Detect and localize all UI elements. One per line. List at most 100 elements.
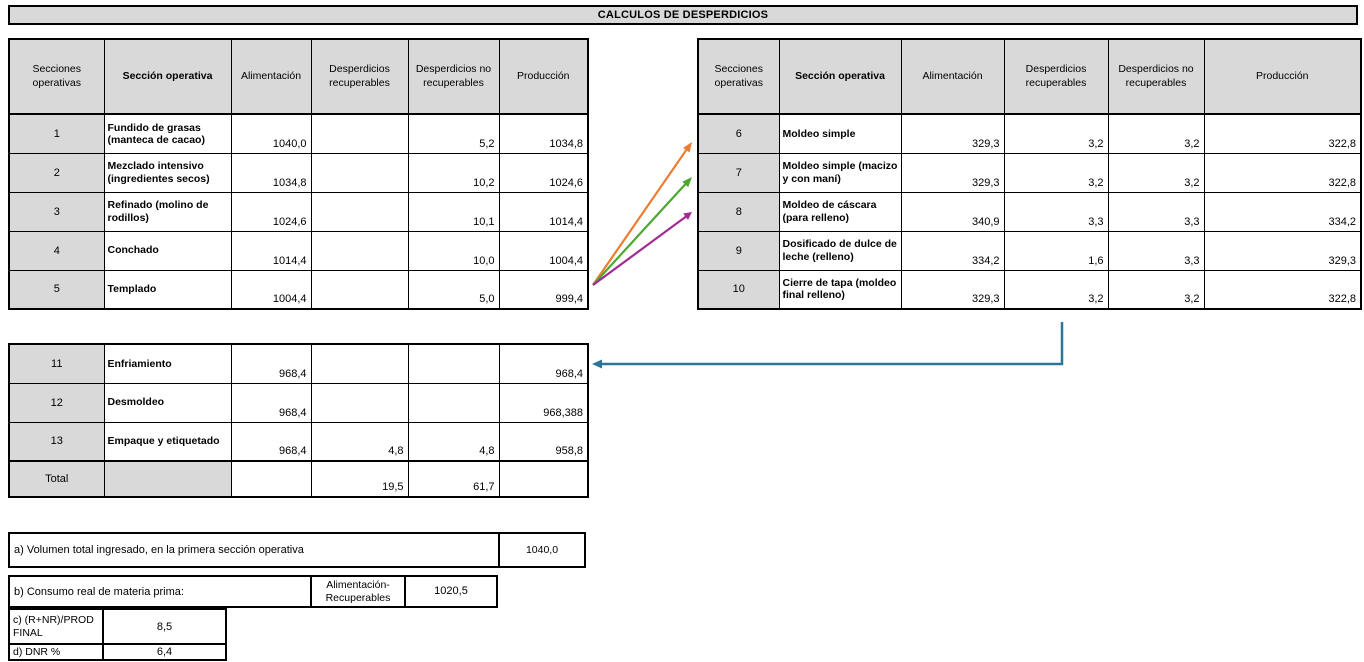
alimentacion-cell[interactable]: 1014,4 [230,230,312,271]
section-name-cell[interactable]: Mezclado intensivo (ingredientes secos) [103,152,232,193]
section-number-cell[interactable]: 3 [8,191,105,232]
section-number-cell[interactable]: 1 [8,113,105,154]
section-number-cell[interactable]: 11 [8,343,105,384]
produccion-cell[interactable]: 968,4 [498,343,589,384]
summary-d-label[interactable]: d) DNR % [10,645,104,659]
desperdicios-no-recuperables-cell[interactable]: 3,3 [1107,230,1205,271]
total-desperdicios-no-recuperables-cell[interactable]: 61,7 [407,460,500,498]
desperdicios-no-recuperables-cell[interactable]: 4,8 [407,421,500,462]
alimentacion-cell[interactable]: 968,4 [230,343,312,384]
section-number-cell[interactable]: 8 [697,191,780,232]
alimentacion-cell[interactable]: 329,3 [900,152,1005,193]
desperdicios-recuperables-cell[interactable] [310,113,409,154]
section-name-cell[interactable]: Conchado [103,230,232,271]
summary-b-value[interactable]: 1020,5 [404,577,496,606]
alimentacion-cell[interactable]: 1024,6 [230,191,312,232]
section-name-cell[interactable]: Moldeo simple [778,113,902,154]
alimentacion-cell[interactable]: 329,3 [900,113,1005,154]
section-number-cell[interactable]: 12 [8,382,105,423]
column-header-alimentacion[interactable]: Alimentación [230,38,312,115]
desperdicios-recuperables-cell[interactable]: 4,8 [310,421,409,462]
desperdicios-no-recuperables-cell[interactable]: 5,0 [407,269,500,310]
summary-c-value[interactable]: 8,5 [156,620,173,633]
section-name-cell[interactable]: Fundido de grasas (manteca de cacao) [103,113,232,154]
produccion-cell[interactable]: 322,8 [1203,152,1362,193]
alimentacion-cell[interactable]: 340,9 [900,191,1005,232]
sheet-title[interactable]: CALCULOS DE DESPERDICIOS [8,5,1358,25]
section-name-cell[interactable]: Empaque y etiquetado [103,421,232,462]
alimentacion-cell[interactable]: 334,2 [900,230,1005,271]
desperdicios-no-recuperables-cell[interactable]: 3,2 [1107,113,1205,154]
section-number-cell[interactable]: 6 [697,113,780,154]
alimentacion-cell[interactable]: 1034,8 [230,152,312,193]
column-header-secciones-operativas[interactable]: Secciones operativas [8,38,105,115]
produccion-cell[interactable]: 322,8 [1203,269,1362,310]
column-header-seccion-operativa[interactable]: Sección operativa [103,38,232,115]
section-name-cell[interactable]: Refinado (molino de rodillos) [103,191,232,232]
desperdicios-no-recuperables-cell[interactable]: 3,2 [1107,152,1205,193]
desperdicios-recuperables-cell[interactable] [310,191,409,232]
desperdicios-recuperables-cell[interactable]: 3,2 [1003,152,1109,193]
section-number-cell[interactable]: 9 [697,230,780,271]
column-header-alimentacion[interactable]: Alimentación [900,38,1005,115]
section-name-cell[interactable]: Moldeo de cáscara (para relleno) [778,191,902,232]
section-name-cell[interactable]: Cierre de tapa (moldeo final relleno) [778,269,902,310]
section-name-cell[interactable]: Dosificado de dulce de leche (relleno) [778,230,902,271]
column-header-desperdicios-recuperables[interactable]: Desperdicios recuperables [310,38,409,115]
produccion-cell[interactable]: 999,4 [498,269,589,310]
desperdicios-recuperables-cell[interactable] [310,343,409,384]
summary-c-label[interactable]: c) (R+NR)/PROD FINAL [10,610,104,643]
section-number-cell[interactable]: 13 [8,421,105,462]
section-number-cell[interactable]: 5 [8,269,105,310]
desperdicios-recuperables-cell[interactable]: 3,2 [1003,113,1109,154]
section-number-cell[interactable]: 4 [8,230,105,271]
total-produccion-cell[interactable] [498,460,589,498]
section-name-cell[interactable]: Moldeo simple (macizo y con maní) [778,152,902,193]
desperdicios-recuperables-cell[interactable] [310,382,409,423]
produccion-cell[interactable]: 329,3 [1203,230,1362,271]
produccion-cell[interactable]: 1034,8 [498,113,589,154]
section-name-cell[interactable]: Enfriamiento [103,343,232,384]
column-header-desperdicios-recuperables[interactable]: Desperdicios recuperables [1003,38,1109,115]
column-header-produccion[interactable]: Producción [1203,38,1362,115]
produccion-cell[interactable]: 968,388 [498,382,589,423]
column-header-desperdicios-no-recuperables[interactable]: Desperdicios no recuperables [1107,38,1205,115]
summary-d-value[interactable]: 6,4 [156,646,173,658]
desperdicios-no-recuperables-cell[interactable]: 3,2 [1107,269,1205,310]
desperdicios-no-recuperables-cell[interactable]: 3,3 [1107,191,1205,232]
produccion-cell[interactable]: 1024,6 [498,152,589,193]
total-alimentacion-cell[interactable] [230,460,312,498]
desperdicios-recuperables-cell[interactable]: 1,6 [1003,230,1109,271]
section-name-cell[interactable]: Templado [103,269,232,310]
summary-b-formula[interactable]: Alimentación-Recuperables [310,577,404,606]
desperdicios-no-recuperables-cell[interactable]: 10,0 [407,230,500,271]
summary-a-label[interactable]: a) Volumen total ingresado, en la primer… [14,544,304,556]
produccion-cell[interactable]: 1014,4 [498,191,589,232]
section-number-cell[interactable]: 7 [697,152,780,193]
alimentacion-cell[interactable]: 329,3 [900,269,1005,310]
desperdicios-recuperables-cell[interactable]: 3,3 [1003,191,1109,232]
desperdicios-recuperables-cell[interactable]: 3,2 [1003,269,1109,310]
desperdicios-recuperables-cell[interactable] [310,230,409,271]
alimentacion-cell[interactable]: 968,4 [230,382,312,423]
total-name-cell[interactable] [103,460,232,498]
total-desperdicios-recuperables-cell[interactable]: 19,5 [310,460,409,498]
summary-b-label[interactable]: b) Consumo real de materia prima: [14,585,184,598]
produccion-cell[interactable]: 958,8 [498,421,589,462]
section-number-cell[interactable]: 10 [697,269,780,310]
column-header-secciones-operativas[interactable]: Secciones operativas [697,38,780,115]
desperdicios-no-recuperables-cell[interactable]: 5,2 [407,113,500,154]
produccion-cell[interactable]: 322,8 [1203,113,1362,154]
section-name-cell[interactable]: Desmoldeo [103,382,232,423]
section-number-cell[interactable]: 2 [8,152,105,193]
column-header-desperdicios-no-recuperables[interactable]: Desperdicios no recuperables [407,38,500,115]
column-header-seccion-operativa[interactable]: Sección operativa [778,38,902,115]
desperdicios-recuperables-cell[interactable] [310,269,409,310]
produccion-cell[interactable]: 334,2 [1203,191,1362,232]
alimentacion-cell[interactable]: 1040,0 [230,113,312,154]
alimentacion-cell[interactable]: 968,4 [230,421,312,462]
desperdicios-no-recuperables-cell[interactable] [407,343,500,384]
summary-a-value[interactable]: 1040,0 [498,534,584,566]
produccion-cell[interactable]: 1004,4 [498,230,589,271]
column-header-produccion[interactable]: Producción [498,38,589,115]
